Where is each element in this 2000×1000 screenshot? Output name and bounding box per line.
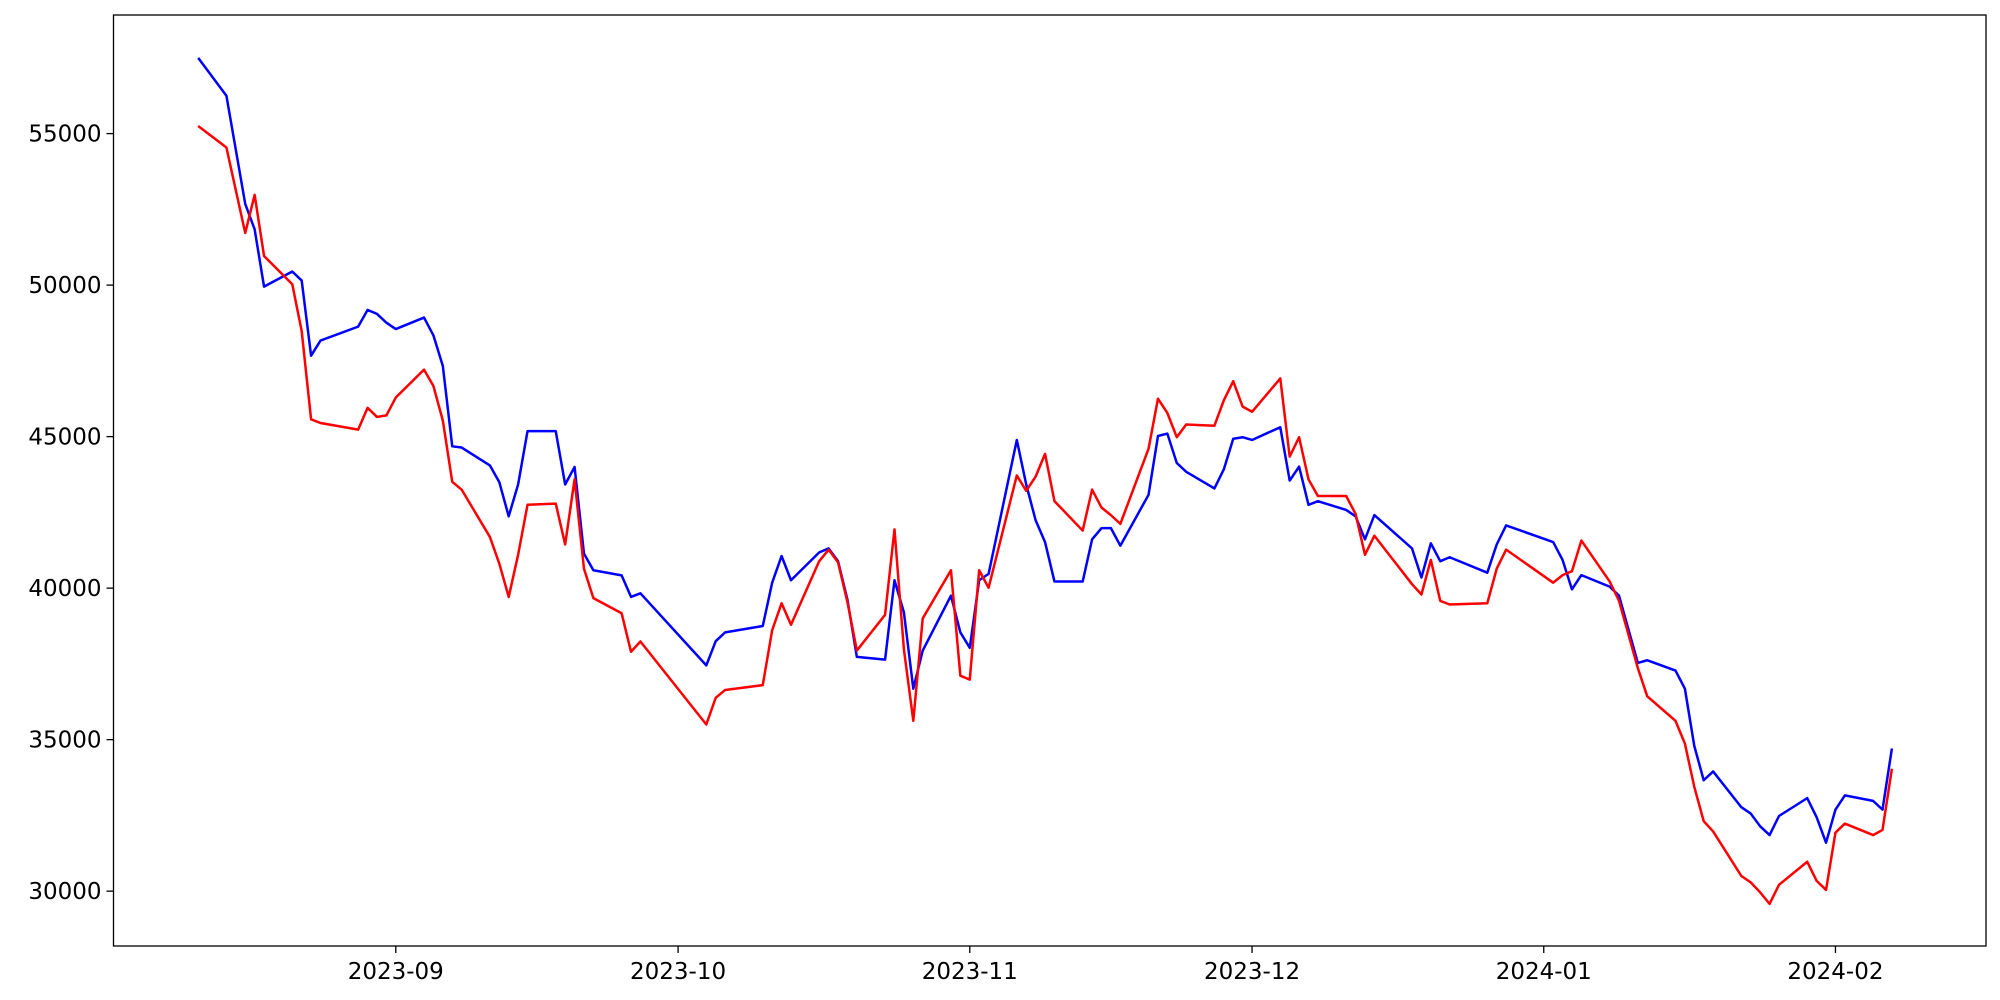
- y-tick-label: 30000: [28, 879, 101, 905]
- x-tick-label: 2023-10: [630, 959, 726, 985]
- y-tick-label: 55000: [28, 122, 101, 148]
- x-tick-label: 2023-11: [922, 959, 1018, 985]
- x-tick-label: 2024-01: [1496, 959, 1592, 985]
- plot-frame: [112, 14, 1987, 947]
- y-tick-label: 35000: [28, 728, 101, 754]
- x-tick-label: 2023-09: [348, 959, 444, 985]
- x-tick-label: 2024-02: [1787, 959, 1883, 985]
- y-tick-label: 45000: [28, 425, 101, 451]
- y-tick-label: 50000: [28, 273, 101, 299]
- data-line: [197, 57, 1894, 844]
- x-tick-label: 2023-12: [1204, 959, 1300, 985]
- y-tick-label: 40000: [28, 576, 101, 602]
- data-line: [197, 125, 1894, 906]
